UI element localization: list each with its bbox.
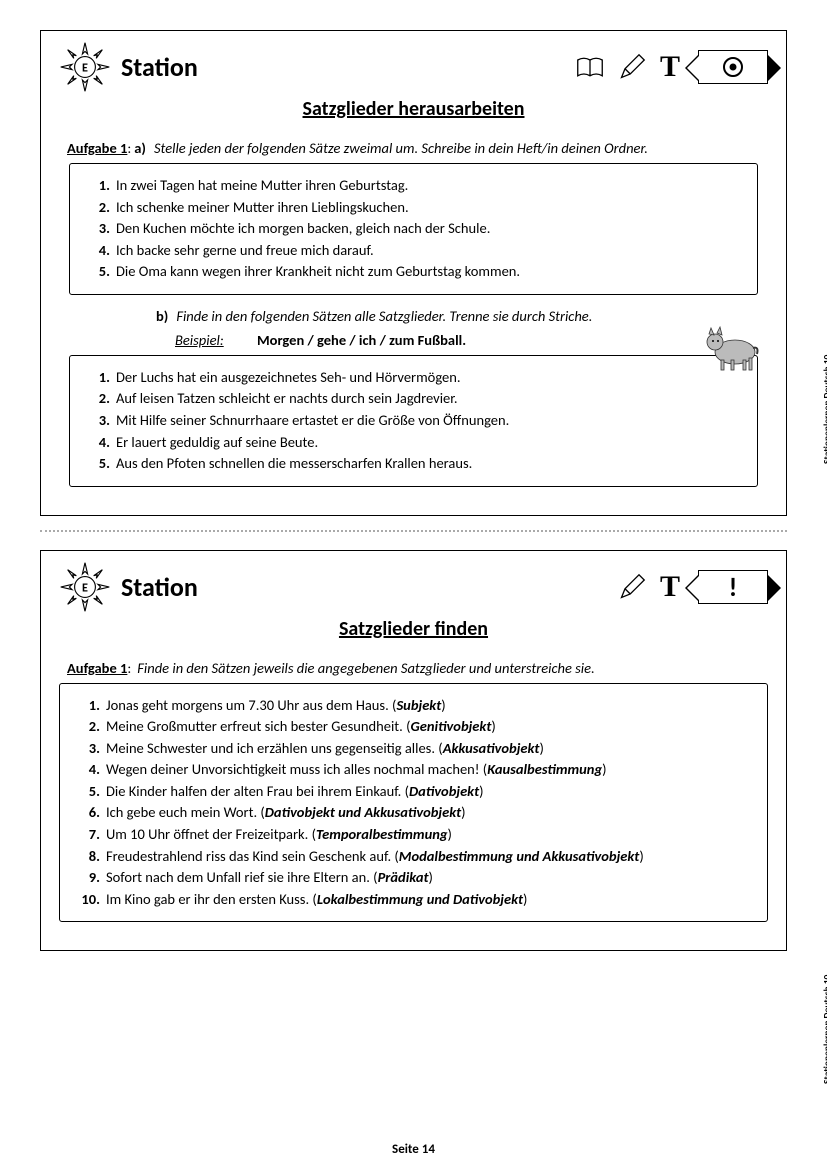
list-item: 9.Sofort nach dem Unfall rief sie ihre E…: [74, 868, 753, 888]
icon-row: T: [576, 50, 768, 84]
task-text-b: Finde in den folgenden Sätzen alle Satzg…: [176, 307, 760, 325]
task-sub-a: a): [134, 139, 146, 157]
list-item: 1.Der Luchs hat ein ausgezeichnetes Seh-…: [84, 368, 743, 388]
list-item: 7.Um 10 Uhr öffnet der Freizeitpark. (Te…: [74, 825, 753, 845]
station-2: E Station T ! Satzglieder finden Aufgabe…: [40, 550, 787, 952]
ribbon-badge: [698, 50, 768, 84]
station-title: Station: [121, 571, 198, 603]
station-title: Station: [121, 51, 198, 83]
example-value: Morgen / gehe / ich / zum Fußball.: [257, 331, 466, 349]
pencil-icon: [618, 573, 646, 601]
task-label: Aufgabe 1: [67, 659, 127, 677]
task-sub-b: b): [156, 307, 168, 325]
task-text-a: Stelle jeden der folgenden Sätze zweimal…: [154, 139, 760, 157]
task-text: Finde in den Sätzen jeweils die angegebe…: [137, 659, 760, 677]
ribbon-badge: !: [698, 570, 768, 604]
sentence-box-a: 1.In zwei Tagen hat meine Mutter ihren G…: [69, 163, 758, 295]
list-item: 2.Meine Großmutter erfreut sich bester G…: [74, 717, 753, 737]
exclaim-icon: !: [729, 571, 737, 603]
example-label: Beispiel:: [175, 331, 224, 349]
sentence-box-b: 1.Der Luchs hat ein ausgezeichnetes Seh-…: [69, 355, 758, 487]
list-item: 8.Freudestrahlend riss das Kind sein Ges…: [74, 847, 753, 867]
section-title: Satzglieder finden: [59, 617, 768, 641]
list-item: 4.Ich backe sehr gerne und freue mich da…: [84, 241, 743, 261]
task-1a: Aufgabe 1: a) Stelle jeden der folgenden…: [59, 139, 768, 157]
task-2: Aufgabe 1: Finde in den Sätzen jeweils d…: [59, 659, 768, 677]
list-item: 5.Aus den Pfoten schnellen die messersch…: [84, 454, 743, 474]
station-1: E Station T Satzglieder herausarbeiten A…: [40, 30, 787, 516]
target-icon: [722, 56, 744, 78]
icon-row: T !: [618, 570, 768, 604]
task-label: Aufgabe 1: [67, 139, 127, 157]
lynx-icon: [701, 324, 763, 374]
badge-letter: E: [82, 580, 88, 595]
sentence-box-2: 1.Jonas geht morgens um 7.30 Uhr aus dem…: [59, 683, 768, 923]
station-header: E Station T: [59, 43, 768, 91]
list-item: 5.Die Oma kann wegen ihrer Krankheit nic…: [84, 262, 743, 282]
list-item: 2.Auf leisen Tatzen schleicht er nachts …: [84, 389, 743, 409]
side-title-2: Stationenlernen Deutsch 10: [821, 1060, 827, 1084]
side-title-1: Stationenlernen Deutsch 10: [821, 440, 827, 464]
badge-letter: E: [82, 60, 88, 75]
list-item: 2.Ich schenke meiner Mutter ihren Liebli…: [84, 198, 743, 218]
list-item: 6.Ich gebe euch mein Wort. (Dativobjekt …: [74, 803, 753, 823]
page-number: Seite 14: [0, 1142, 827, 1157]
divider: [40, 530, 787, 532]
list-item: 5.Die Kinder halfen der alten Frau bei i…: [74, 782, 753, 802]
t-icon: T: [660, 570, 680, 604]
list-item: 1.In zwei Tagen hat meine Mutter ihren G…: [84, 176, 743, 196]
list-item: 10.Im Kino gab er ihr den ersten Kuss. (…: [74, 890, 753, 910]
station-header: E Station T !: [59, 563, 768, 611]
book-icon: [576, 53, 604, 81]
section-title: Satzglieder herausarbeiten: [59, 97, 768, 121]
list-item: 1.Jonas geht morgens um 7.30 Uhr aus dem…: [74, 696, 753, 716]
sun-icon: E: [59, 561, 111, 613]
list-item: 3.Meine Schwester und ich erzählen uns g…: [74, 739, 753, 759]
example-row: Beispiel: Morgen / gehe / ich / zum Fußb…: [59, 331, 768, 349]
list-item: 3.Mit Hilfe seiner Schnurrhaare ertastet…: [84, 411, 743, 431]
sun-icon: E: [59, 41, 111, 93]
list-item: 3.Den Kuchen möchte ich morgen backen, g…: [84, 219, 743, 239]
list-item: 4.Wegen deiner Unvorsichtigkeit muss ich…: [74, 760, 753, 780]
list-item: 4.Er lauert geduldig auf seine Beute.: [84, 433, 743, 453]
task-1b: b) Finde in den folgenden Sätzen alle Sa…: [59, 307, 768, 325]
worksheet-page: E Station T Satzglieder herausarbeiten A…: [0, 0, 827, 1169]
pencil-icon: [618, 53, 646, 81]
t-icon: T: [660, 50, 680, 84]
